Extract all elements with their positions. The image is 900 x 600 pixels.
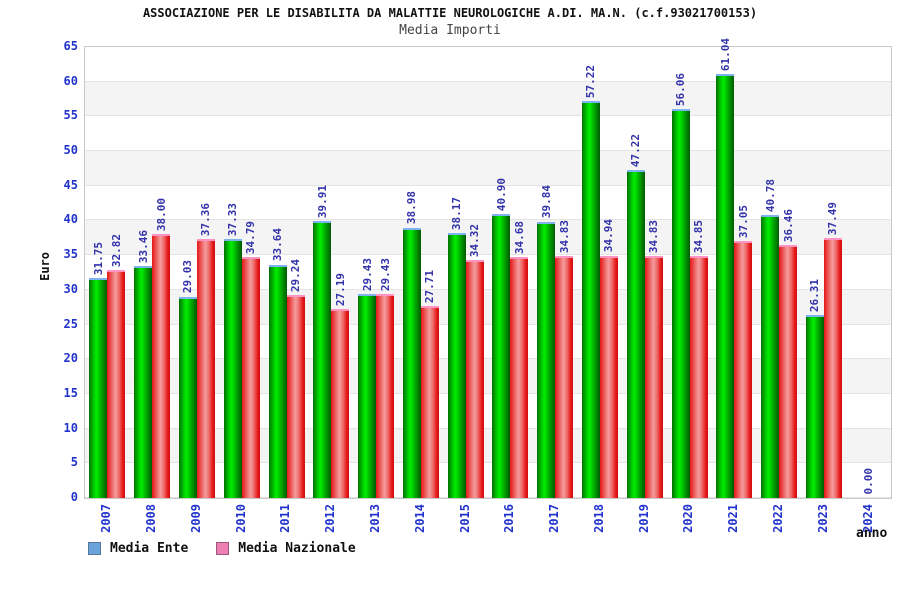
- x-tick-label-2015: 2015: [457, 504, 472, 533]
- legend-item-media-nazionale: Media Nazionale: [216, 541, 356, 556]
- bar-media-ente-2016: [492, 214, 511, 498]
- y-tick-label: 30: [63, 281, 78, 296]
- x-tick-label-2012: 2012: [323, 504, 338, 533]
- plot-band: [85, 220, 891, 256]
- bar-media-nazionale-2017: [555, 256, 574, 498]
- bar-media-ente-2019: [626, 170, 645, 498]
- bar-media-ente-2012: [313, 221, 332, 498]
- plot-band: [85, 185, 891, 221]
- plot-band: [85, 151, 891, 186]
- x-tick-label-2011: 2011: [278, 504, 293, 533]
- chart-subtitle: Media Importi: [399, 23, 501, 38]
- legend-item-media-ente: Media Ente: [88, 541, 188, 556]
- x-axis-title: anno: [856, 526, 888, 541]
- bar-media-nazionale-2021: [734, 240, 753, 498]
- bar-media-ente-2020: [671, 109, 690, 498]
- plot-band: [85, 428, 891, 464]
- plot-band: [85, 393, 891, 429]
- x-tick-label-2009: 2009: [188, 504, 203, 533]
- bar-media-nazionale-2020: [689, 256, 708, 498]
- x-tick-label-2010: 2010: [233, 504, 248, 533]
- bar-media-nazionale-2019: [644, 256, 663, 498]
- bar-media-ente-2013: [358, 293, 377, 498]
- y-tick-label: 20: [63, 351, 78, 366]
- x-tick-label-2018: 2018: [591, 504, 606, 533]
- x-tick-label-2021: 2021: [726, 504, 741, 533]
- x-tick-label-2013: 2013: [368, 504, 383, 533]
- x-tick-label-2019: 2019: [636, 504, 651, 533]
- y-tick-label: 60: [63, 73, 78, 88]
- bar-media-ente-2022: [761, 215, 780, 498]
- bar-media-nazionale-2016: [510, 257, 529, 498]
- legend: Media Ente Media Nazionale: [88, 541, 356, 556]
- media-ente-swatch-icon: [88, 542, 101, 555]
- bar-media-nazionale-2015: [465, 259, 484, 498]
- y-tick-label: 55: [63, 108, 78, 123]
- y-tick-label: 40: [63, 212, 78, 227]
- bar-media-nazionale-2022: [779, 245, 798, 498]
- bar-media-ente-2011: [268, 264, 287, 498]
- plot-band: [85, 463, 891, 498]
- bar-media-ente-2009: [178, 296, 197, 498]
- bar-media-nazionale-2012: [331, 309, 350, 498]
- bar-media-ente-2018: [581, 100, 600, 498]
- legend-label-media-ente: Media Ente: [110, 541, 189, 556]
- y-tick-label: 50: [63, 143, 78, 158]
- x-tick-label-2022: 2022: [771, 504, 786, 533]
- bar-media-ente-2021: [716, 74, 735, 498]
- plot-band: [85, 359, 891, 394]
- plot-area: 31.75 32.82 33.46 38.00 29.03 37.36 37.33 34.79…: [84, 38, 892, 499]
- chart-title: ASSOCIAZIONE PER LE DISABILITA DA MALATT…: [142, 6, 758, 20]
- y-tick-label: 0: [70, 490, 78, 504]
- bar-media-nazionale-2013: [376, 293, 395, 498]
- bar-media-nazionale-2023: [823, 237, 842, 498]
- y-tick-label: 65: [63, 39, 78, 53]
- x-tick-label-2024: 2024: [860, 504, 875, 533]
- plot-band: [85, 289, 891, 325]
- y-tick-label: 25: [63, 316, 78, 331]
- plot-band: [85, 324, 891, 360]
- bar-media-ente-2014: [402, 227, 421, 498]
- y-tick-label: 45: [63, 177, 78, 192]
- bar-media-ente-2010: [223, 239, 242, 498]
- bar-media-nazionale-2011: [286, 295, 305, 498]
- plot-band: [85, 47, 891, 82]
- bar-media-ente-2015: [447, 233, 466, 498]
- plot-band: [85, 81, 891, 117]
- x-tick-label-2017: 2017: [547, 504, 562, 533]
- media-nazionale-swatch-icon: [216, 542, 230, 555]
- bar-media-nazionale-2009: [196, 238, 215, 498]
- legend-label-media-nazionale: Media Nazionale: [238, 541, 356, 556]
- bar-media-nazionale-2007: [107, 270, 126, 498]
- x-tick-label-2008: 2008: [144, 504, 159, 533]
- plot-band: [85, 116, 891, 152]
- y-tick-label: 15: [63, 385, 78, 400]
- bar-media-ente-2017: [537, 221, 556, 498]
- bar-media-ente-2007: [89, 277, 108, 498]
- bar-media-nazionale-2010: [241, 256, 260, 498]
- x-tick-label-2014: 2014: [412, 504, 427, 533]
- x-tick-label-2020: 2020: [681, 504, 696, 533]
- plot-band: [85, 255, 891, 290]
- y-tick-label: 35: [63, 247, 78, 262]
- bar-media-ente-2008: [134, 265, 153, 498]
- bar-media-ente-2023: [805, 315, 824, 498]
- x-tick-label-2007: 2007: [99, 504, 114, 533]
- bar-media-nazionale-2018: [599, 255, 618, 498]
- x-tick-label-2016: 2016: [502, 504, 517, 533]
- y-tick-label: 5: [70, 455, 78, 470]
- x-tick-label-2023: 2023: [815, 504, 830, 533]
- bar-media-nazionale-2008: [152, 234, 171, 498]
- y-tick-label: 10: [63, 420, 78, 435]
- bar-media-nazionale-2014: [420, 305, 439, 498]
